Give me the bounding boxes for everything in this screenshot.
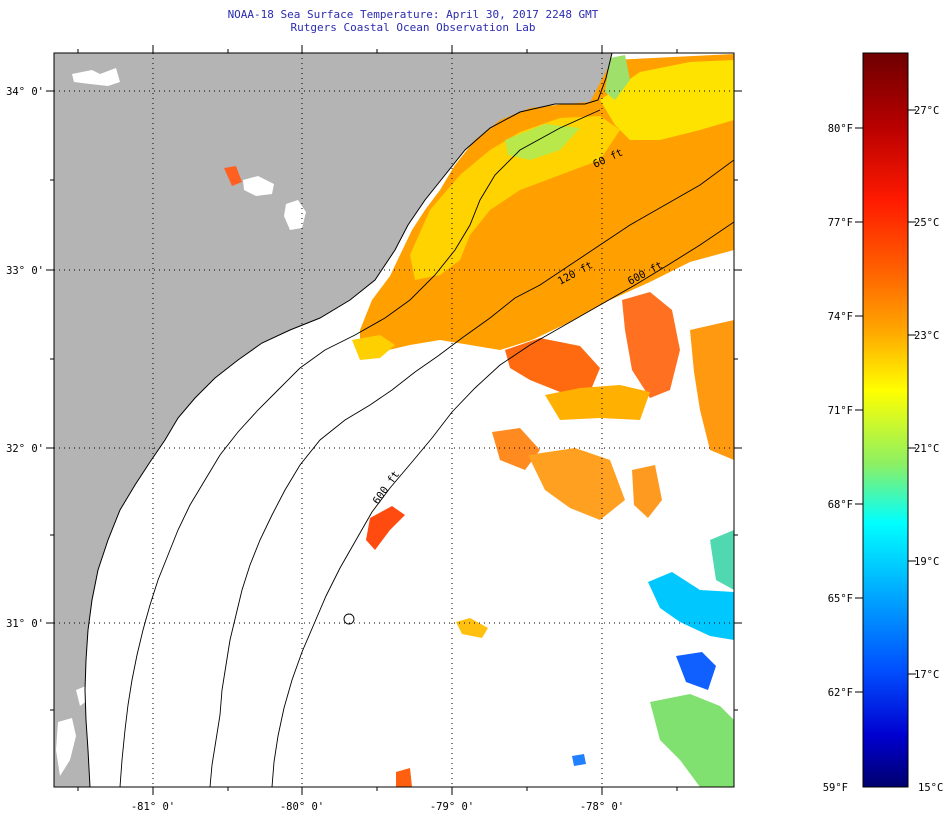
isobath-seamount (343, 613, 355, 625)
sst-patch-offshore (396, 768, 412, 787)
colorbar-c-label: 17°C (914, 669, 939, 681)
sst-patch-nearshore (224, 166, 242, 186)
colorbar-f-label: 80°F (828, 123, 853, 135)
colorbar-c-label: 19°C (914, 556, 939, 568)
sst-patch-offshore (366, 506, 405, 550)
map-area: 120 ft 600 ft 60 ft 600 ft (54, 53, 734, 787)
colorbar-f-label: 59°F (823, 782, 848, 794)
map-frame (53, 52, 735, 788)
colorbar-gradient (862, 52, 909, 788)
colorbar-f-label: 77°F (828, 217, 853, 229)
colorbar-f-label: 62°F (828, 687, 853, 699)
map-title: NOAA-18 Sea Surface Temperature: April 3… (227, 8, 599, 21)
lon-label: -81° 0' (131, 801, 175, 813)
sst-patch-offshore (632, 465, 662, 518)
sst-cool-patch (648, 572, 734, 640)
sst-patch-offshore (545, 385, 650, 420)
coastline (84, 53, 613, 787)
land-gap (284, 200, 306, 230)
map-subtitle: Rutgers Coastal Ocean Observation Lab (290, 21, 536, 34)
colorbar-c-label: 15°C (918, 782, 943, 794)
graticule (54, 53, 734, 787)
lat-label: 33° 0' (6, 265, 44, 277)
sst-greenish-nearshore (605, 55, 630, 100)
sst-patch-nearshore (352, 335, 395, 360)
lon-label: -78° 0' (580, 801, 624, 813)
lat-label: 34° 0' (6, 86, 44, 98)
lon-label: -79° 0' (430, 801, 474, 813)
sst-cool-patch (676, 652, 716, 690)
colorbar-f-label: 74°F (828, 311, 853, 323)
colorbar-f-label: 65°F (828, 593, 853, 605)
isobath-600ft (271, 221, 734, 787)
sst-cool-patch (572, 754, 586, 766)
land-gap (72, 68, 120, 86)
sst-patch-offshore (622, 292, 680, 398)
colorbar-f-label: 71°F (828, 405, 853, 417)
sst-patch-offshore (690, 320, 734, 460)
sst-patch-offshore (528, 448, 625, 520)
sst-yellow-band (600, 60, 734, 140)
land-gap (56, 718, 76, 776)
land-gap (243, 176, 274, 196)
lat-label: 31° 0' (6, 618, 44, 630)
colorbar-c-label: 23°C (914, 330, 939, 342)
colorbar-c-label: 21°C (914, 443, 939, 455)
sst-cool-patch (710, 530, 734, 590)
sst-yellow-band (410, 116, 620, 280)
sst-greenish-nearshore (505, 124, 580, 160)
colorbar: 80°F 77°F 74°F 71°F 68°F 65°F 62°F 59°F … (823, 52, 943, 794)
sst-patch-offshore (492, 428, 540, 470)
sst-patch-offshore (505, 338, 600, 392)
colorbar-c-label: 27°C (914, 105, 939, 117)
colorbar-c-label: 25°C (914, 217, 939, 229)
colorbar-f-label: 68°F (828, 499, 853, 511)
land-mass (54, 53, 612, 787)
lon-label: -80° 0' (280, 801, 324, 813)
isobath-60ft (119, 109, 601, 787)
frame-ticks (46, 45, 742, 795)
lat-label: 32° 0' (6, 443, 44, 455)
sst-cool-patch (650, 694, 734, 787)
isobath-120ft (209, 159, 734, 787)
